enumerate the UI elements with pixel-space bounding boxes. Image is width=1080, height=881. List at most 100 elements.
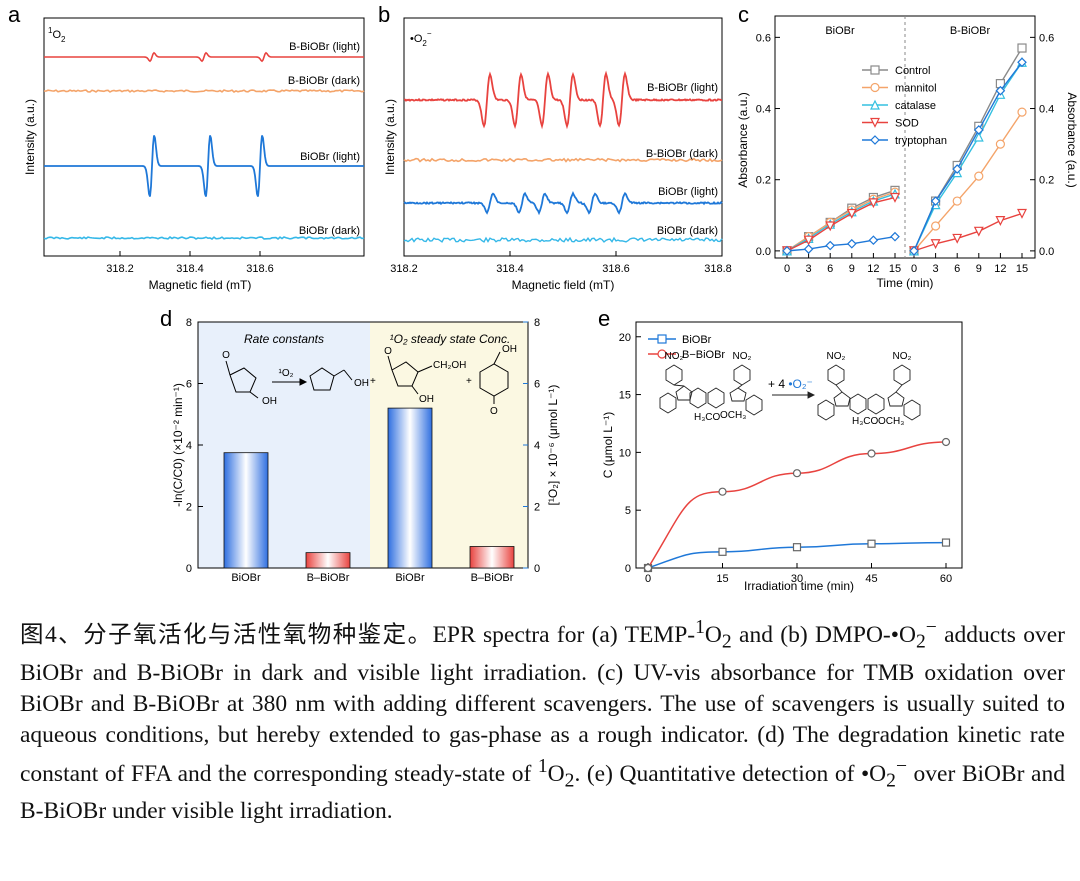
x-category-label: B–BiOBr <box>471 572 514 584</box>
data-point-sod <box>825 221 836 232</box>
x-tick-label: 6 <box>827 263 833 275</box>
panel-b-species-label: •O2− <box>410 29 432 48</box>
panel-a-ylabel: Intensity (a.u.) <box>23 99 37 175</box>
panel-a-xlabel: Magnetic field (mT) <box>149 278 252 292</box>
caption-sub: 2 <box>915 631 926 653</box>
panel-b-trace-label: BiOBr (light) <box>658 186 718 198</box>
x-tick-label: 0 <box>645 573 651 585</box>
data-point-sod <box>846 208 857 219</box>
reaction-oxidant-label: ¹O₂ <box>279 368 294 379</box>
panel-letter-b: b <box>378 2 390 27</box>
caption-text: adducts over BiOBr and B-BiOBr in dark a… <box>20 621 1066 787</box>
x-tick-label: 318.2 <box>390 263 418 275</box>
panel-b-xticks: 318.2 318.4 318.6 318.8 <box>390 251 732 275</box>
x-tick-label: 6 <box>954 263 960 275</box>
panel-b-xlabel: Magnetic field (mT) <box>512 278 615 292</box>
panel-e-axes: 0 5 10 15 20 0 15 30 45 60 <box>619 332 952 585</box>
panel-b-trace-label: B-BiOBr (dark) <box>646 148 718 160</box>
y-tick-label-right: 8 <box>534 317 540 329</box>
data-point-mannitol <box>930 221 941 231</box>
structure-label: OH <box>419 394 434 405</box>
legend-marker <box>870 117 880 128</box>
structure-label: OH <box>262 396 277 407</box>
series-line-catalase <box>913 61 1023 252</box>
series-line-tryptophan <box>786 235 896 252</box>
caption-text: over BiOBr and B-BiOBr under visible lig… <box>20 760 1065 825</box>
structure-label: OCH₃ <box>720 410 746 421</box>
caption-chinese: 图4、分子氧活化与活性氧物种鉴定。 <box>20 621 433 648</box>
data-point-tryptophan <box>909 246 919 256</box>
legend-marker <box>870 135 880 145</box>
legend-label: SOD <box>895 118 919 130</box>
bar-1 <box>305 552 351 569</box>
panel-letter-c: c <box>738 2 749 27</box>
data-point-tryptophan <box>846 238 857 249</box>
y-tick-label: 0.4 <box>756 104 771 116</box>
caption-sub: 2 <box>564 770 575 792</box>
panel-b-frame <box>403 17 723 257</box>
panel-c-axes: 0.0 0.0 0.2 0.2 0.4 0.4 0.6 0.6 0 3 6 9 12 15 0 3 6 9 12 15 <box>756 32 1055 275</box>
panel-e-series <box>643 437 951 573</box>
data-point-mannitol <box>995 139 1006 149</box>
panel-c-ylabel-right: Absorbance (a.u.) <box>1065 92 1079 187</box>
x-tick-label: 0 <box>784 263 790 275</box>
data-point-tryptophan <box>1017 57 1027 68</box>
legend-label: catalase <box>895 100 936 112</box>
panel-b-ylabel: Intensity (a.u.) <box>383 99 397 175</box>
x-category-label: B–BiOBr <box>307 572 350 584</box>
structure-label: OH <box>502 344 517 355</box>
y-tick-label: 10 <box>619 447 631 459</box>
panel-b: b •O2− B-BiOBr (light) B-BiOBr (dark) Bi… <box>378 2 732 292</box>
x-tick-label: 3 <box>806 263 812 275</box>
y-tick-label: 15 <box>619 390 631 402</box>
figure: a 1O2 B-BiOBr (light) B-BiOBr (dark) BiO… <box>8 2 1079 593</box>
figure-caption: 图4、分子氧活化与活性氧物种鉴定。EPR spectra for (a) TEM… <box>20 612 1065 827</box>
x-tick-label: 9 <box>976 263 982 275</box>
plus-sign: + <box>466 376 472 387</box>
series-line-sod <box>913 212 1023 252</box>
data-point-sod <box>930 239 941 250</box>
panel-a-trace-label: B-BiOBr (light) <box>289 41 360 53</box>
series-line-mannitol <box>913 111 1023 252</box>
y-tick-label-right: 2 <box>534 502 540 514</box>
y-tick-label-right: 0.0 <box>1039 246 1054 258</box>
panel-d-axes: BiOBr B–BiOBr BiOBr B–BiOBr 0 2 4 6 8 0 2 4 6 8 <box>186 317 540 584</box>
y-tick-label: 2 <box>186 502 192 514</box>
y-tick-label: 0.2 <box>756 175 771 187</box>
legend-marker <box>657 349 667 359</box>
y-tick-label-right: 0.4 <box>1039 104 1054 116</box>
caption-sup: 1 <box>537 755 548 777</box>
plus-sign: + <box>370 376 376 387</box>
panel-letter-a: a <box>8 2 21 27</box>
data-point <box>718 487 727 496</box>
structure-label: H₃CO <box>852 416 879 427</box>
panel-e: e 0 5 10 15 20 0 15 30 45 60 BiOBr B−BiOBr <box>598 306 963 593</box>
x-tick-label: 15 <box>889 263 901 275</box>
panel-d-ylabel-left: -ln(C/C0) (×10⁻² min⁻¹) <box>171 383 185 507</box>
epr-trace-biobr-dark <box>403 236 723 243</box>
data-point-sod <box>868 198 879 209</box>
data-point <box>941 538 951 547</box>
panel-c-legend: Control mannitol catalase SOD tryptophan <box>862 65 947 147</box>
series-line-tryptophan <box>913 61 1023 252</box>
panel-d-section-left: Rate constants <box>244 332 324 346</box>
structure-label: NO₂ <box>665 351 684 362</box>
x-tick-label: 30 <box>791 573 803 585</box>
legend-marker <box>870 99 880 110</box>
data-point-mannitol <box>952 196 962 206</box>
y-tick-label: 0 <box>186 563 192 575</box>
panel-c-ylabel: Absorbance (a.u.) <box>736 92 750 187</box>
caption-sub: 2 <box>721 631 732 653</box>
structure-label: NO₂ <box>733 351 752 362</box>
structure-label: OCH₃ <box>878 416 904 427</box>
data-point <box>941 437 951 447</box>
caption-sup: − <box>925 617 937 638</box>
data-point-tryptophan <box>952 164 963 174</box>
y-tick-label: 20 <box>619 332 631 344</box>
structure-label: O <box>222 350 230 361</box>
data-point-sod <box>952 233 963 244</box>
x-tick-label: 318.6 <box>602 263 630 275</box>
caption-text: . (e) Quantitative detection of •O <box>574 760 887 787</box>
caption-text: and (b) DMPO-•O <box>731 621 916 648</box>
series-line-sod <box>786 196 896 252</box>
